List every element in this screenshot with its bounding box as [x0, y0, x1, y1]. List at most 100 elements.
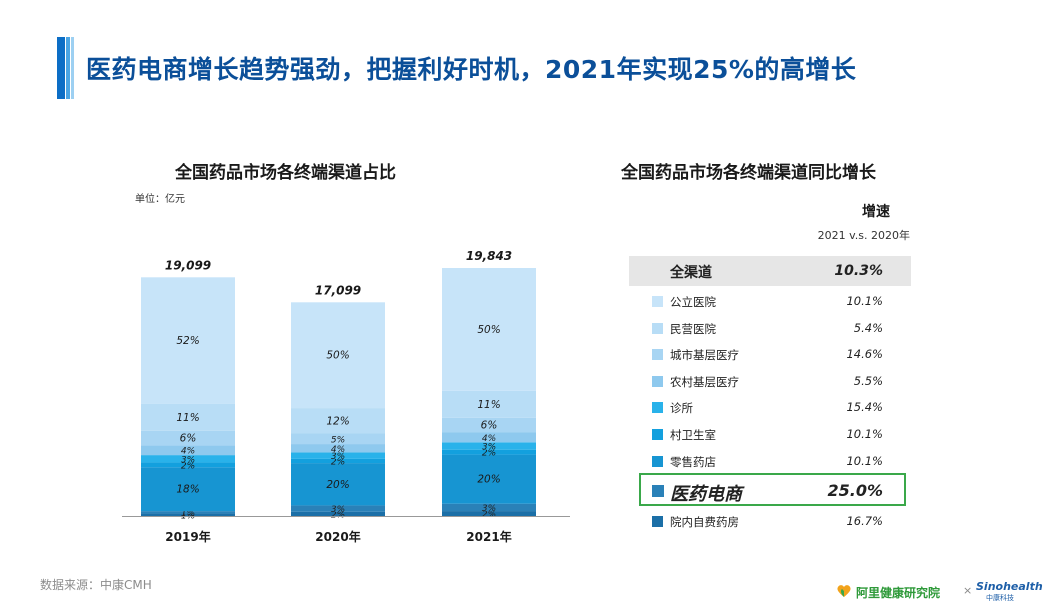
bar-segment: [442, 432, 536, 443]
segment-label: 20%: [477, 474, 500, 486]
bar-segment: [141, 403, 235, 431]
growth-row-value: 10.1%: [846, 426, 883, 441]
segment-label: 3%: [181, 455, 195, 465]
bar-segment: [141, 277, 235, 404]
growth-row-value: 10.3%: [834, 263, 883, 279]
growth-row-label: 城市基层医疗: [670, 348, 739, 363]
segment-label: 18%: [176, 484, 199, 496]
legend-swatch: [652, 402, 663, 414]
bar-segment: [141, 455, 235, 463]
bar-segment: [141, 467, 235, 512]
segment-label: 11%: [176, 412, 199, 424]
segment-label: 4%: [331, 445, 345, 455]
growth-row-value: 5.4%: [853, 320, 883, 335]
growth-row: 农村基层医疗 5.5%: [629, 368, 911, 395]
highlight-box: [639, 473, 906, 506]
growth-row-label: 院内自费药房: [670, 515, 739, 530]
growth-row: 医药电商 25.0%: [629, 474, 911, 508]
source-note: 数据来源：中康CMH: [40, 578, 152, 592]
bar-segment: [442, 511, 536, 516]
growth-header: 增速: [862, 204, 890, 220]
segment-label: 52%: [176, 335, 199, 347]
logo-separator: ×: [963, 584, 973, 597]
bar-segment: [442, 442, 536, 450]
segment-label: 6%: [180, 433, 197, 445]
bar-segment: [291, 458, 385, 464]
legend-swatch: [652, 296, 663, 307]
growth-subheader: 2021 v.s. 2020年: [817, 229, 910, 242]
legend-swatch: [652, 375, 663, 387]
segment-label: 3%: [331, 505, 345, 515]
growth-row: 零售药店 10.1%: [629, 448, 911, 475]
bar-segment: [291, 511, 385, 516]
growth-row-value: 16.7%: [846, 514, 883, 529]
segment-label: 12%: [326, 415, 349, 427]
segment-label: 2%: [331, 457, 345, 467]
growth-row: 公立医院 10.1%: [629, 288, 911, 315]
growth-row-value: 15.4%: [846, 400, 883, 415]
legend-swatch: [652, 322, 663, 334]
bar-segment: [442, 390, 536, 418]
legend-swatch: [652, 349, 663, 361]
heart-logo-icon: [837, 585, 851, 597]
bar-segment: [291, 433, 385, 445]
bar-total-label: 19,843: [466, 249, 512, 263]
segment-label: 1%: [181, 509, 195, 519]
growth-row: 村卫生室 10.1%: [629, 421, 911, 448]
alihealth-logo-text: 阿里健康研究院: [856, 586, 941, 600]
segment-label: 4%: [482, 434, 496, 444]
segment-label: 50%: [477, 324, 500, 336]
growth-row: 全渠道 10.3%: [629, 256, 911, 286]
bar-segment: [291, 463, 385, 506]
growth-row: 城市基层医疗 14.6%: [629, 341, 911, 368]
bar-segment: [141, 462, 235, 468]
x-tick-label: 2021年: [466, 529, 511, 544]
growth-row-label: 农村基层医疗: [670, 374, 739, 389]
segment-label: 3%: [331, 452, 345, 462]
segment-label: 3%: [482, 443, 496, 453]
growth-row-label: 公立医院: [670, 295, 716, 309]
bar-segment: [141, 511, 235, 514]
x-tick-label: 2019年: [165, 529, 210, 544]
growth-row-label: 医药电商: [670, 484, 742, 506]
growth-row: 诊所 15.4%: [629, 394, 911, 421]
growth-row-value: 14.6%: [846, 347, 883, 362]
bar-segment: [442, 454, 536, 504]
bar-segment: [442, 449, 536, 455]
segment-label: 3%: [482, 504, 496, 514]
growth-row-label: 零售药店: [670, 454, 716, 469]
growth-row-label: 诊所: [670, 401, 693, 416]
bar-segment: [291, 302, 385, 409]
bar-segment: [291, 408, 385, 434]
segment-label: 2%: [482, 510, 496, 520]
bar-segment: [442, 503, 536, 512]
growth-table-title: 全国药品市场各终端渠道同比增长: [621, 163, 876, 183]
segment-label: 2%: [181, 461, 195, 471]
bar-segment: [291, 452, 385, 459]
segment-label: 50%: [326, 350, 349, 362]
growth-row-label: 民营医院: [670, 321, 716, 336]
legend-swatch: [652, 455, 663, 467]
sinohealth-logo-cn: 中康科技: [986, 594, 1014, 602]
bar-segment: [141, 445, 235, 456]
segment-label: 2%: [331, 510, 345, 520]
page-title: 医药电商增长趋势强劲，把握利好时机，2021年实现25%的高增长: [86, 55, 857, 84]
segment-label: 11%: [477, 399, 500, 411]
segment-label: 6%: [481, 420, 498, 432]
segment-label: 5%: [331, 435, 345, 445]
growth-row-label: 全渠道: [670, 265, 712, 281]
segment-label: 4%: [181, 447, 195, 457]
bar-chart-title: 全国药品市场各终端渠道占比: [175, 163, 396, 183]
bar-segment: [141, 513, 235, 516]
growth-row-value: 10.1%: [846, 453, 883, 468]
growth-row-value: 25.0%: [827, 481, 883, 501]
segment-label: 2%: [482, 449, 496, 459]
x-tick-label: 2020年: [315, 529, 360, 544]
growth-row-value: 5.5%: [853, 373, 883, 388]
bar-total-label: 19,099: [165, 258, 211, 272]
bar-total-label: 17,099: [315, 283, 361, 297]
sinohealth-logo-text: Sinohealth: [976, 580, 1043, 593]
bar-segment: [291, 505, 385, 512]
title-accent-bars: [57, 37, 76, 99]
